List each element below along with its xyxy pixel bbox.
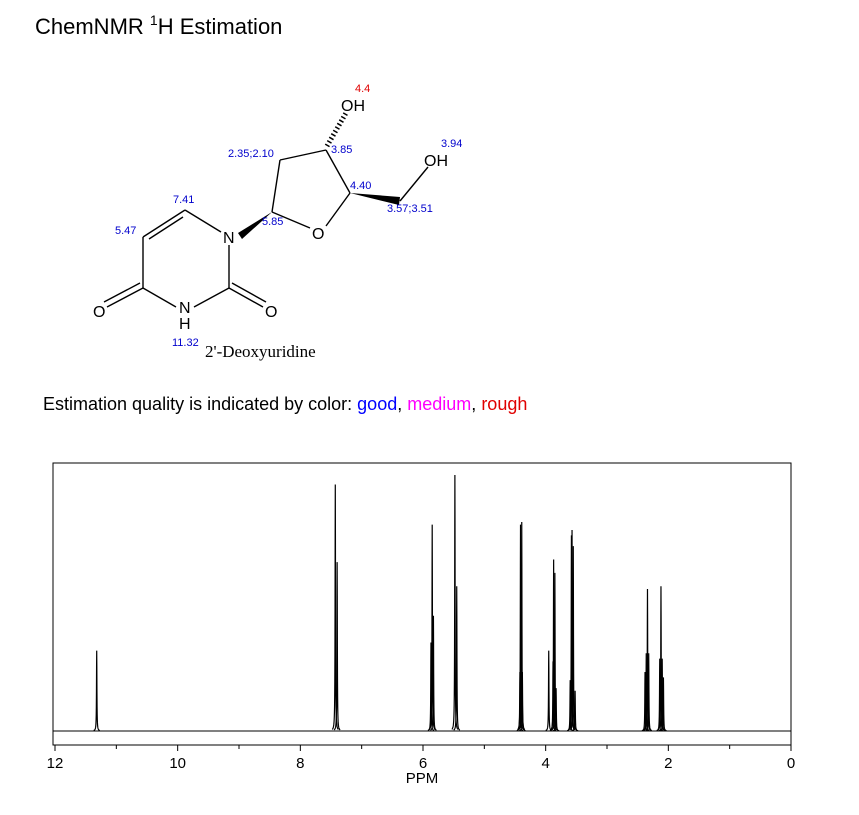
- peak: [644, 588, 651, 731]
- shift-label: 5.47: [115, 225, 136, 237]
- x-tick-label: 6: [419, 755, 427, 772]
- shift-label: 11.32: [172, 337, 199, 349]
- peak: [642, 653, 650, 732]
- peak: [93, 650, 100, 732]
- shift-label: 2.35;2.10: [228, 148, 274, 160]
- peak: [333, 562, 341, 731]
- peak: [453, 586, 461, 731]
- x-tick-label: 8: [296, 755, 304, 772]
- wedge-bond: [350, 193, 400, 205]
- title: ChemNMR 1H Estimation: [35, 12, 282, 39]
- x-tick-label: 12: [47, 755, 64, 772]
- x-tick-label: 10: [169, 755, 186, 772]
- peak: [569, 546, 577, 731]
- peak: [552, 688, 560, 732]
- legend-item: medium: [407, 394, 471, 414]
- wedge-bond: [238, 212, 272, 239]
- peak: [571, 690, 579, 732]
- legend: Estimation quality is indicated by color…: [43, 394, 527, 414]
- atom-label: N: [179, 300, 191, 317]
- peak: [660, 677, 667, 732]
- peak: [427, 642, 435, 731]
- shift-label: 3.85: [331, 144, 352, 156]
- atom-label: OH: [424, 153, 448, 170]
- x-tick-label: 0: [787, 755, 795, 772]
- plot-frame: [52, 462, 792, 746]
- peak: [451, 475, 459, 730]
- peak: [430, 615, 437, 731]
- compound-name: 2'-Deoxyuridine: [205, 342, 316, 361]
- atom-label: OH: [341, 98, 365, 115]
- title-sup: 1: [150, 12, 158, 28]
- peak: [517, 524, 524, 731]
- peak: [545, 650, 552, 732]
- atom-label: O: [93, 304, 105, 321]
- legend-separator: ,: [397, 394, 402, 414]
- peak: [519, 672, 526, 732]
- bonds: [103, 111, 429, 308]
- atom-label: O: [312, 226, 324, 243]
- shift-label: 4.4: [355, 83, 370, 95]
- x-tick-label: 2: [664, 755, 672, 772]
- shift-label: 3.57;3.51: [387, 203, 433, 215]
- x-tick-label: 4: [541, 755, 549, 772]
- shift-label: 3.94: [441, 138, 462, 150]
- atom-label: N: [223, 230, 235, 247]
- atom-label: H: [179, 316, 191, 333]
- title-text: ChemNMR: [35, 14, 150, 39]
- peak: [658, 658, 666, 732]
- shift-label: 7.41: [173, 194, 194, 206]
- peak: [645, 653, 653, 732]
- atom-label: O: [265, 304, 277, 321]
- molecule: OH OH O N O O N H 4.4 3.94 2.35;2.10 3.8…: [93, 83, 462, 361]
- legend-separator: ,: [471, 394, 476, 414]
- legend-item: rough: [481, 394, 527, 414]
- x-axis-label: PPM: [406, 770, 439, 787]
- peak: [428, 524, 436, 731]
- title-end: H Estimation: [158, 14, 283, 39]
- legend-prefix: Estimation quality is indicated by color…: [43, 394, 352, 414]
- shift-label: 5.85: [262, 216, 283, 228]
- legend-item: good: [357, 394, 397, 414]
- shift-label: 4.40: [350, 180, 371, 192]
- peak: [331, 484, 339, 730]
